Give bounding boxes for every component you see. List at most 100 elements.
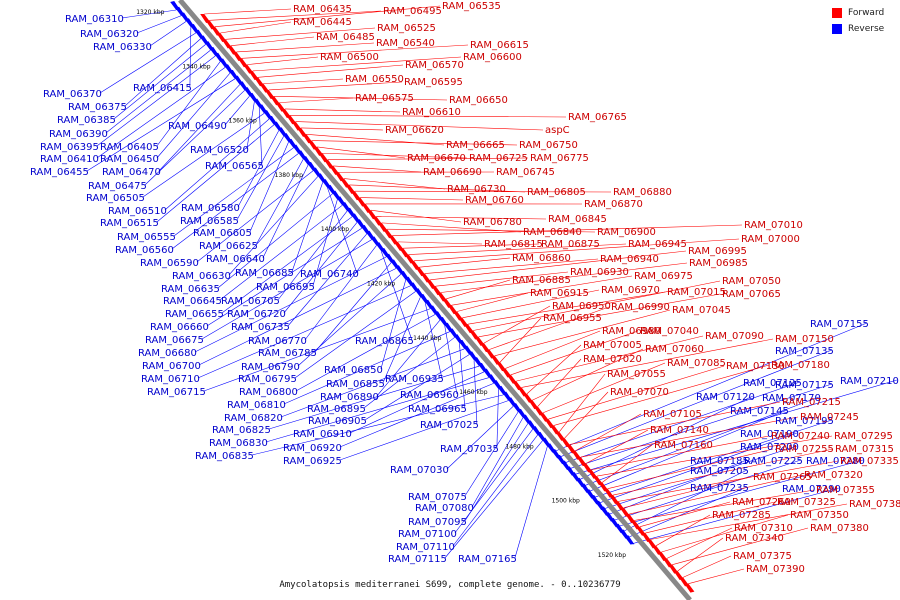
- forward-connector: [440, 262, 688, 293]
- forward-connector: [214, 5, 441, 27]
- reverse-gene-label: RAM_06630: [172, 271, 231, 282]
- reverse-gene-label: RAM_06810: [227, 400, 286, 411]
- forward-gene-features: [200, 14, 695, 593]
- forward-connector: [435, 271, 569, 287]
- forward-connector: [387, 228, 596, 233]
- reverse-gene-label: RAM_06705: [221, 296, 280, 307]
- reverse-gene-label: RAM_07205: [690, 466, 749, 477]
- reverse-gene-label: RAM_06455: [30, 167, 89, 178]
- backbone-line: [178, 0, 692, 600]
- forward-gene-label: RAM_06875: [541, 239, 600, 250]
- forward-gene-label: RAM_07310: [734, 523, 793, 534]
- reverse-gene-label: RAM_06330: [93, 42, 152, 53]
- legend: Forward Reverse: [832, 8, 892, 40]
- forward-connector: [333, 165, 422, 173]
- reverse-connector: [314, 262, 392, 353]
- reverse-connector: [591, 419, 832, 499]
- reverse-swatch: [832, 24, 842, 34]
- forward-gene-label: RAM_06730: [447, 184, 506, 195]
- forward-connector: [629, 474, 803, 515]
- reverse-gene-label: RAM_07115: [388, 554, 447, 565]
- reverse-connector: [454, 429, 533, 534]
- forward-connector: [327, 157, 529, 160]
- reverse-gene-label: RAM_07135: [775, 346, 834, 357]
- reverse-gene-label: RAM_07235: [690, 483, 749, 494]
- forward-gene-label: RAM_07325: [777, 497, 836, 508]
- reverse-connector: [280, 348, 465, 418]
- forward-connector: [526, 344, 582, 395]
- forward-connector: [263, 78, 344, 84]
- forward-connector: [586, 429, 649, 464]
- forward-connector: [645, 501, 776, 534]
- forward-gene-label: RAM_06845: [548, 214, 607, 225]
- forward-connector: [247, 56, 319, 65]
- reverse-gene-label: RAM_06375: [68, 102, 127, 113]
- reverse-gene-label: RAM_06625: [199, 241, 258, 252]
- reverse-gene-label: RAM_07195: [775, 416, 834, 427]
- reverse-connector: [121, 9, 177, 19]
- forward-gene-label: RAM_06540: [376, 38, 435, 49]
- reverse-gene-label: RAM_06635: [161, 284, 220, 295]
- forward-gene-label: RAM_06725: [469, 153, 528, 164]
- genome-backbone: [178, 0, 692, 600]
- reverse-connector: [444, 440, 543, 559]
- forward-connector: [489, 306, 610, 350]
- forward-gene-label: RAM_07140: [650, 425, 709, 436]
- forward-gene-label: RAM_06860: [512, 253, 571, 264]
- reverse-gene-label: RAM_07030: [390, 465, 449, 476]
- reverse-gene-label: RAM_07290: [782, 484, 841, 495]
- reverse-connector: [219, 205, 343, 301]
- forward-gene-label: RAM_06955: [543, 313, 602, 324]
- forward-gene-label: RAM_07320: [804, 470, 863, 481]
- forward-connector: [414, 238, 740, 262]
- forward-connector: [301, 127, 384, 131]
- reverse-gene-label: RAM_06795: [238, 374, 297, 385]
- forward-gene-label: RAM_06950: [552, 301, 611, 312]
- reverse-connector: [446, 406, 514, 470]
- reverse-connector: [96, 55, 216, 147]
- reverse-connector: [113, 44, 206, 120]
- forward-gene-label: RAM_07130: [726, 361, 785, 372]
- forward-connector: [639, 501, 731, 527]
- reverse-connector: [221, 216, 353, 314]
- reverse-gene-label: RAM_06390: [49, 129, 108, 140]
- forward-swatch: [832, 8, 842, 18]
- reverse-gene: [624, 535, 635, 545]
- reverse-connector: [615, 459, 863, 528]
- forward-gene-label: RAM_07390: [746, 564, 805, 575]
- forward-connector: [521, 338, 774, 388]
- reverse-gene-label: RAM_06895: [307, 404, 366, 415]
- forward-gene-label: RAM_07070: [610, 387, 669, 398]
- reverse-gene-label: RAM_07175: [775, 380, 834, 391]
- forward-connector: [677, 537, 724, 572]
- reverse-gene-label: RAM_07075: [408, 492, 467, 503]
- forward-gene-label: RAM_06885: [512, 275, 571, 286]
- reverse-gene-label: RAM_06865: [355, 336, 414, 347]
- forward-connector: [376, 216, 547, 220]
- forward-gene-label: RAM_07040: [640, 326, 699, 337]
- tick-label: 1420 kbp: [367, 281, 395, 288]
- forward-gene-label: RAM_07045: [672, 305, 731, 316]
- forward-connector: [446, 279, 511, 300]
- reverse-gene-label: RAM_06850: [324, 365, 383, 376]
- forward-gene-label: RAM_06995: [688, 246, 747, 257]
- reverse-gene-label: RAM_06710: [141, 374, 200, 385]
- reverse-connector: [586, 409, 788, 493]
- reverse-connector: [255, 159, 304, 246]
- reverse-gene-label: RAM_07225: [744, 456, 803, 467]
- forward-connector: [634, 489, 815, 521]
- forward-connector: [666, 527, 733, 559]
- reverse-gene-label: RAM_06675: [145, 335, 204, 346]
- reverse-gene-label: RAM_06790: [241, 362, 300, 373]
- forward-gene-label: RAM_06815: [484, 239, 543, 250]
- reverse-connector: [201, 239, 372, 340]
- tick-label: 1320 kbp: [136, 9, 164, 16]
- legend-reverse: Reverse: [832, 24, 892, 34]
- reverse-gene-label: RAM_06720: [227, 309, 286, 320]
- reverse-connector: [156, 124, 275, 223]
- forward-connector: [403, 243, 540, 249]
- forward-gene-label: RAM_07260: [732, 497, 791, 508]
- forward-gene-label: RAM_07315: [835, 444, 894, 455]
- reverse-gene-label: RAM_06910: [293, 429, 352, 440]
- forward-gene-label: RAM_06575: [355, 93, 414, 104]
